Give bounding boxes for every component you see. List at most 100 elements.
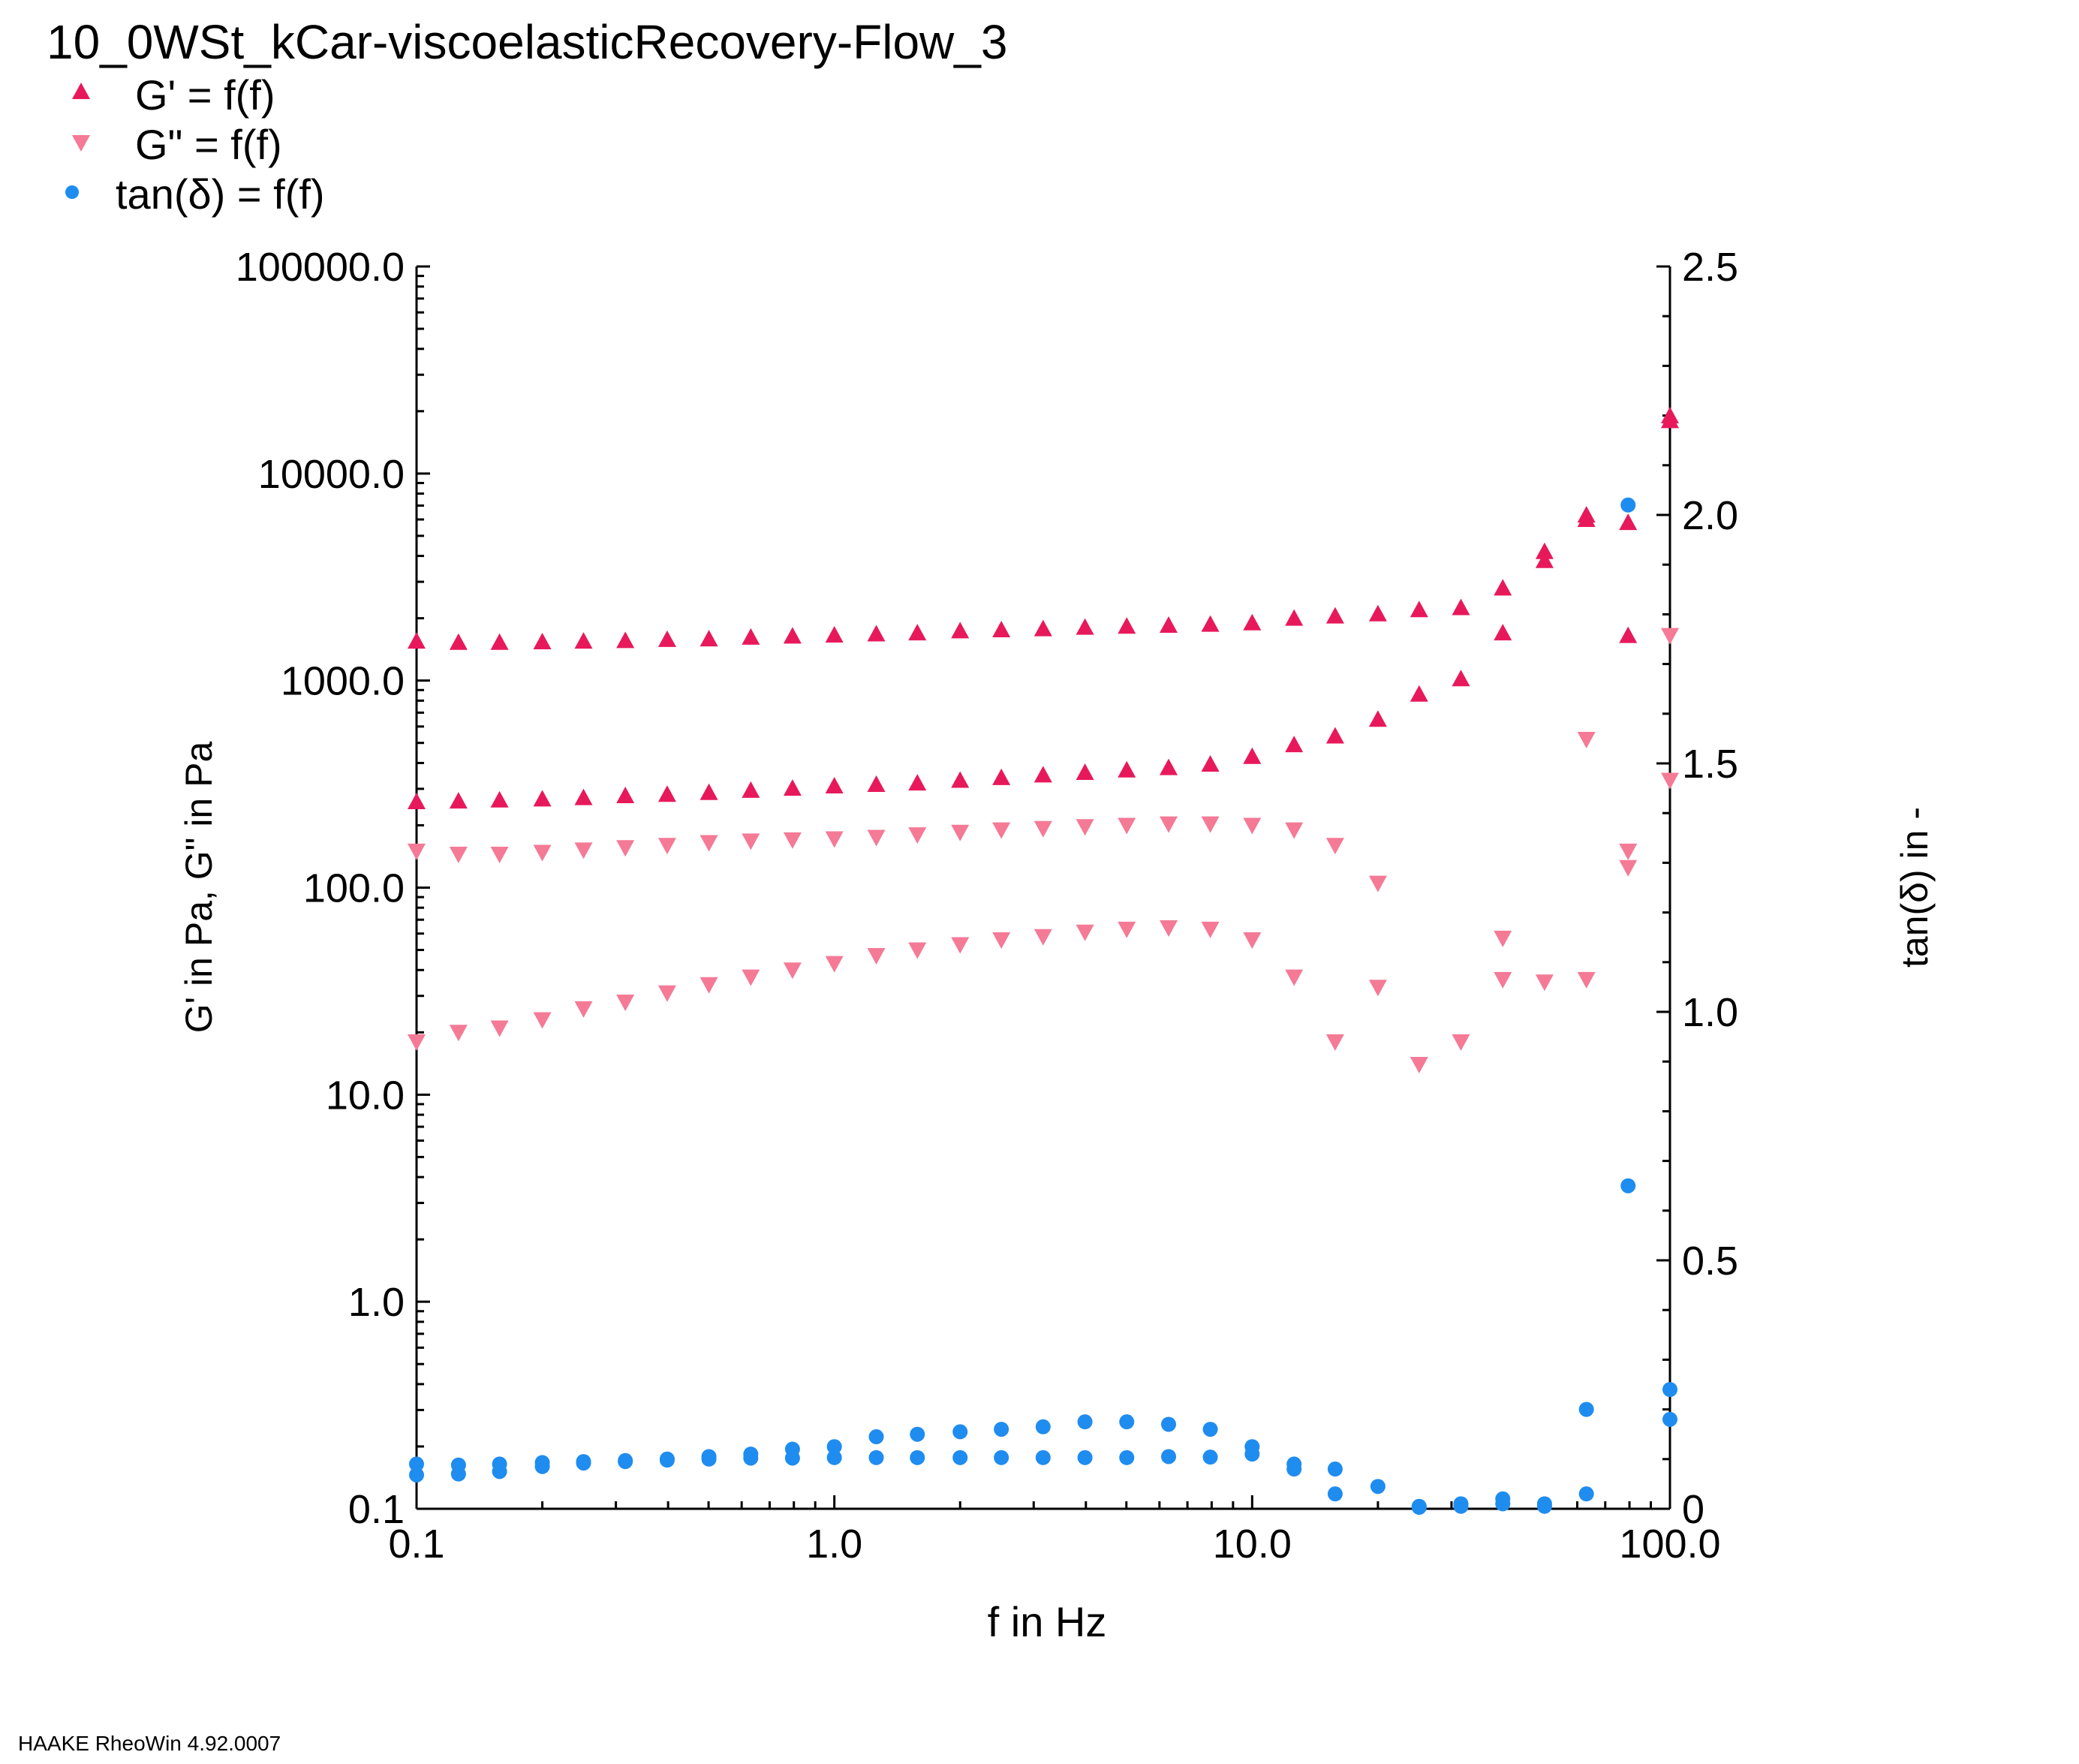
g-prime-point [1160, 758, 1178, 775]
tan-delta-point [492, 1464, 507, 1480]
g-prime-point [825, 625, 844, 643]
g-prime-point [1285, 736, 1304, 753]
tan-delta-point [1077, 1414, 1093, 1430]
g-prime-point [1243, 613, 1262, 631]
g-prime-point [700, 783, 718, 800]
legend-marker-g-double-prime [72, 135, 90, 152]
g-double-prime-point [1243, 817, 1262, 835]
series-left-run-1 [408, 732, 1679, 947]
g-prime-point [1494, 579, 1512, 596]
g-double-prime-point [1160, 920, 1178, 937]
tan-delta-point [910, 1426, 925, 1442]
g-prime-point [657, 785, 676, 802]
tan-delta-point [409, 1456, 424, 1472]
g-prime-point [908, 624, 927, 641]
tan-delta-point [1578, 1401, 1594, 1417]
y-right-tick-label: 1.5 [1682, 742, 1738, 787]
g-double-prime-point [657, 838, 676, 855]
g-double-prime-point [1410, 1057, 1428, 1074]
g-double-prime-point [533, 844, 552, 862]
x-tick-label: 1.0 [806, 1522, 862, 1567]
g-double-prime-point [867, 829, 886, 847]
tan-delta-point [1662, 1382, 1677, 1398]
g-prime-point [574, 632, 593, 649]
series-right-run-1 [409, 497, 1677, 1514]
legend-marker-tan-delta [65, 185, 79, 199]
axes [415, 266, 1671, 1510]
g-double-prime-point [1494, 971, 1512, 989]
g-double-prime-point [992, 822, 1011, 839]
tan-delta-point [994, 1449, 1009, 1465]
tan-delta-point [1536, 1498, 1552, 1514]
g-double-prime-point [1201, 921, 1220, 938]
g-double-prime-point [783, 832, 802, 849]
tan-delta-point [450, 1466, 466, 1482]
g-prime-point [700, 630, 718, 647]
tan-delta-point [409, 1467, 424, 1483]
g-prime-point [1619, 513, 1638, 531]
g-double-prime-point [908, 942, 927, 959]
g-double-prime-point [1577, 732, 1596, 749]
ticks [415, 265, 1671, 1510]
g-prime-point [742, 628, 760, 645]
g-double-prime-point [1661, 628, 1679, 645]
g-prime-point [1410, 601, 1428, 618]
g-prime-point [825, 776, 844, 793]
g-double-prime-point [1118, 921, 1136, 938]
g-double-prime-point [1325, 1034, 1344, 1051]
tan-delta-point [1620, 1178, 1636, 1194]
g-prime-point [992, 768, 1011, 785]
g-double-prime-point [657, 985, 676, 1002]
g-double-prime-point [449, 1025, 468, 1042]
y-right-tick-label: 2.0 [1682, 493, 1738, 538]
g-prime-point [449, 792, 468, 809]
tan-delta-point [1077, 1449, 1093, 1465]
tan-delta-point [1161, 1449, 1177, 1464]
g-prime-point [1325, 607, 1344, 624]
g-double-prime-point [908, 827, 927, 844]
x-tick-label: 0.1 [388, 1522, 444, 1567]
g-prime-point [408, 793, 426, 810]
legend: G' = f(f) G" = f(f) tan(δ) = f(f) [65, 71, 325, 218]
g-prime-point [490, 633, 509, 650]
y-left-tick-label: 10.0 [326, 1073, 405, 1118]
g-double-prime-point [825, 956, 844, 973]
g-double-prime-point [1368, 875, 1387, 893]
g-double-prime-point [1118, 817, 1136, 835]
g-double-prime-point [825, 831, 844, 848]
g-prime-point [533, 790, 552, 807]
g-prime-point [783, 627, 802, 644]
g-prime-point [951, 622, 970, 639]
legend-label-tan-delta: tan(δ) = f(f) [116, 170, 325, 218]
g-double-prime-point [1160, 816, 1178, 833]
y-left-tick-label: 10000.0 [258, 452, 405, 497]
tan-delta-point [1286, 1461, 1302, 1477]
tan-delta-point [1370, 1479, 1385, 1495]
g-double-prime-point [951, 937, 970, 954]
tan-delta-point [1578, 1486, 1594, 1502]
g-prime-point [490, 790, 509, 808]
g-prime-point [1535, 542, 1554, 559]
g-double-prime-point [1076, 924, 1094, 941]
g-prime-point [1452, 598, 1470, 616]
g-double-prime-point [533, 1012, 552, 1029]
g-prime-point [616, 787, 635, 804]
tan-delta-point [534, 1458, 550, 1474]
chart-title: 10_0WSt_kCar-viscoelasticRecovery-Flow_3 [47, 15, 1007, 69]
g-prime-point [1076, 618, 1094, 635]
tan-delta-point [784, 1450, 800, 1466]
legend-label-g-double-prime: G" = f(f) [135, 121, 282, 168]
g-double-prime-point [490, 1020, 509, 1037]
g-double-prime-point [1368, 980, 1387, 997]
tan-delta-point [1119, 1414, 1135, 1430]
g-double-prime-point [449, 846, 468, 863]
y-right-tick-label: 0.5 [1682, 1239, 1738, 1284]
tan-delta-point [1244, 1446, 1260, 1462]
tan-delta-point [1119, 1449, 1135, 1465]
g-prime-point [1577, 506, 1596, 523]
g-double-prime-point [408, 843, 426, 860]
tan-delta-point [910, 1449, 925, 1465]
g-prime-point [533, 632, 552, 649]
g-prime-point [1368, 710, 1387, 727]
tan-delta-point [826, 1449, 842, 1465]
